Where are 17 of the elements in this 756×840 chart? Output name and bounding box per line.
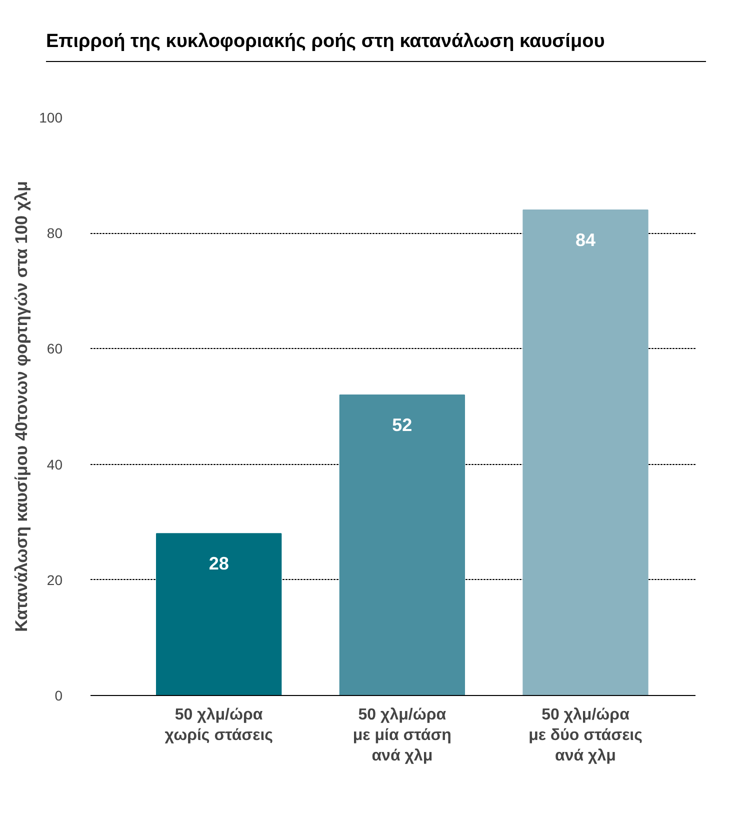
x-tick-label: 50 χλμ/ώρα χωρίς στάσεις (164, 706, 273, 744)
data-label: 28 (208, 554, 229, 574)
data-label: 84 (575, 230, 596, 250)
chart-title: Επιρροή της κυκλοφοριακής ροής στη κατανάλωση καυσίμου (46, 20, 706, 62)
x-tick-label: 50 χλμ/ώρα με μία στάση ανά χλμ (352, 706, 452, 764)
y-tick-label: 80 (46, 225, 63, 242)
bar (339, 394, 465, 696)
y-axis-title: Κατανάλωση καυσίμου 40τονων φορτηγών στα 100 χλμ (12, 181, 32, 632)
y-tick-label: 100 (39, 110, 63, 126)
bar (156, 533, 282, 696)
x-tick-label: 50 χλμ/ώρα με δύο στάσεις ανά χλμ (528, 706, 642, 764)
y-tick-label: 60 (46, 340, 63, 357)
data-label: 52 (392, 415, 412, 436)
y-tick-label: 40 (46, 456, 63, 472)
y-tick-label: 20 (46, 572, 63, 588)
y-tick-label: 0 (54, 688, 63, 704)
bar (522, 210, 648, 696)
